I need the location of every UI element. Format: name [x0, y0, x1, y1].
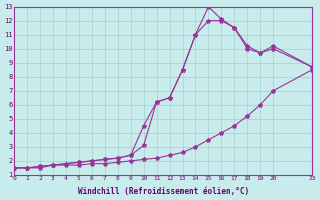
X-axis label: Windchill (Refroidissement éolien,°C): Windchill (Refroidissement éolien,°C): [77, 187, 249, 196]
